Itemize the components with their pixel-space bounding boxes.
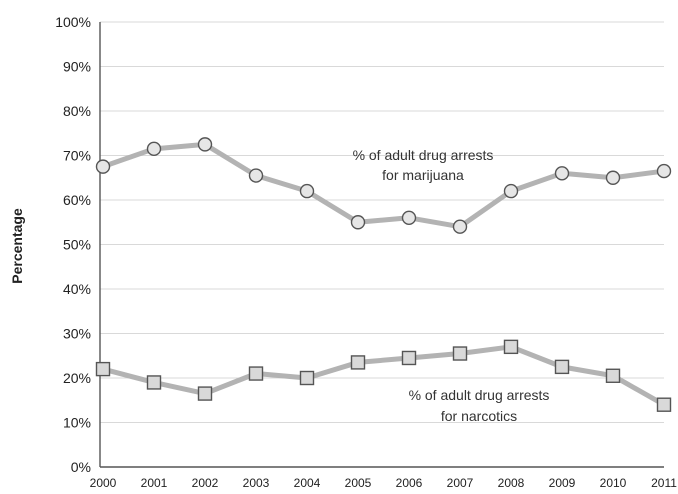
- data-point-square: [350, 355, 366, 370]
- data-point-circle: [605, 170, 621, 185]
- y-tick-labels: 0% 10% 20% 30% 40% 50% 60% 70% 80% 90% 100%: [55, 14, 91, 475]
- y-tick-label: 0%: [71, 459, 91, 475]
- x-tick-label: 2007: [447, 476, 474, 490]
- axes: [99, 22, 664, 468]
- x-tick-label: 2010: [600, 476, 627, 490]
- data-point-circle: [452, 219, 468, 234]
- x-tick-label: 2002: [192, 476, 219, 490]
- data-point-circle: [350, 215, 366, 230]
- data-point-square: [452, 346, 468, 361]
- y-tick-label: 20%: [63, 370, 91, 386]
- data-point-circle: [197, 137, 213, 152]
- series: [95, 137, 672, 412]
- x-tick-label: 2004: [294, 476, 321, 490]
- data-point-square: [401, 350, 417, 366]
- y-tick-label: 70%: [63, 148, 91, 164]
- data-point-square: [656, 397, 672, 412]
- x-tick-label: 2003: [243, 476, 270, 490]
- narcotics-annotation-line-2: for narcotics: [441, 408, 517, 424]
- data-point-square: [248, 366, 264, 381]
- annotations: % of adult drug arrests for marijuana % …: [353, 147, 550, 424]
- y-tick-label: 80%: [63, 103, 91, 119]
- data-point-square: [605, 368, 621, 383]
- x-tick-label: 2006: [396, 476, 423, 490]
- data-point-square: [146, 375, 162, 390]
- y-tick-label: 50%: [63, 237, 91, 253]
- series-marijuana: [95, 137, 672, 234]
- x-tick-label: 2005: [345, 476, 372, 490]
- data-point-square: [197, 386, 213, 401]
- y-axis-label: Percentage: [9, 208, 25, 284]
- data-point-circle: [503, 183, 519, 199]
- x-tick-label: 2001: [141, 476, 168, 490]
- data-point-circle: [554, 166, 570, 181]
- y-tick-label: 30%: [63, 326, 91, 342]
- data-point-circle: [656, 163, 672, 179]
- y-tick-label: 40%: [63, 281, 91, 297]
- y-tick-label: 90%: [63, 59, 91, 75]
- y-tick-label: 10%: [63, 415, 91, 431]
- data-point-circle: [248, 168, 264, 183]
- grid-lines: [100, 21, 664, 423]
- data-point-circle: [401, 210, 417, 226]
- series-narcotics: [95, 339, 672, 412]
- x-tick-labels: 2000 2001 2002 2003 2004 2005 2006 2007 2008 2009…: [90, 476, 678, 490]
- data-point-circle: [146, 141, 162, 157]
- narcotics-annotation-line-1: % of adult drug arrests: [409, 387, 550, 403]
- marijuana-annotation-line-1: % of adult drug arrests: [353, 147, 494, 163]
- x-tick-label: 2000: [90, 476, 117, 490]
- data-point-square: [503, 339, 519, 355]
- y-tick-label: 100%: [55, 14, 91, 30]
- y-tick-label: 60%: [63, 192, 91, 208]
- data-point-square: [95, 361, 111, 377]
- x-tick-label: 2011: [651, 476, 677, 490]
- data-point-square: [554, 359, 570, 375]
- x-tick-label: 2009: [549, 476, 576, 490]
- marijuana-annotation-line-2: for marijuana: [382, 167, 464, 183]
- series-line: [100, 141, 667, 230]
- data-point-circle: [95, 159, 111, 174]
- series-line: [100, 344, 667, 408]
- data-point-circle: [299, 183, 315, 199]
- data-point-square: [299, 370, 315, 386]
- x-tick-label: 2008: [498, 476, 525, 490]
